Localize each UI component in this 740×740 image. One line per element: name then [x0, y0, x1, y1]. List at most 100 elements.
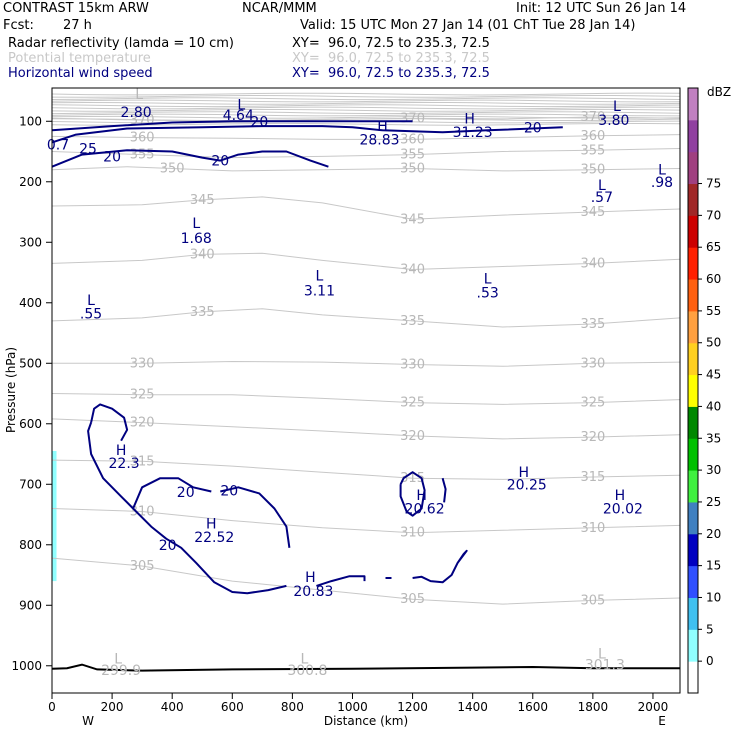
contour-annotation: .57	[591, 190, 613, 206]
colorbar-tick-label: 25	[706, 495, 721, 509]
contour-annotation: L	[598, 647, 606, 663]
y-tick-label: 500	[19, 356, 42, 370]
contour-annotation: 2.80	[121, 105, 152, 121]
isentrope-label: 345	[190, 193, 215, 208]
wind-speed-contour	[90, 403, 129, 442]
colorbar-unit: dBZ	[707, 85, 731, 99]
colorbar-tick-label: 40	[706, 399, 721, 413]
contour-annotation: 22.52	[194, 530, 234, 546]
contour-annotation: 22.3	[109, 456, 140, 472]
stratosphere-isentrope	[51, 99, 681, 103]
isentrope-label: 350	[160, 161, 185, 176]
wind-speed-contour	[51, 149, 329, 168]
y-tick-label: 400	[19, 296, 42, 310]
forecast-label: Fcst:	[3, 18, 34, 33]
colorbar-tick-label: 70	[706, 208, 721, 222]
isentrope-label: 325	[580, 396, 605, 411]
colorbar-swatch	[688, 88, 698, 121]
contour-annotation: .55	[80, 307, 102, 323]
isentrope-label: 330	[130, 356, 155, 371]
colorbar-swatch	[688, 119, 698, 153]
isentrope-label: 360	[400, 132, 425, 147]
y-tick-label: 700	[19, 477, 42, 491]
surface-layer	[51, 663, 680, 672]
contour-annotation: L	[237, 97, 245, 113]
isentrope-305	[51, 557, 681, 605]
y-tick-label: 800	[19, 538, 42, 552]
stratosphere-isentrope	[51, 113, 681, 117]
colorbar: 0 5 10 15 20 25 30 35 40 45 50 55 60 65 70 75	[687, 87, 721, 694]
y-tick-label: 100	[19, 114, 42, 128]
isentrope-330	[52, 360, 681, 367]
field-xy-reflectivity: XY= 96.0, 72.5 to 235.3, 72.5	[292, 36, 490, 51]
isentrope-label: 345	[580, 205, 605, 220]
field-name-wind: Horizontal wind speed	[8, 66, 153, 81]
colorbar-swatch	[688, 438, 698, 471]
isentrope-label: 350	[400, 161, 425, 176]
contour-annotation: 3.11	[304, 284, 335, 300]
field-name-reflectivity: Radar reflectivity (lamda = 10 cm)	[8, 36, 234, 51]
x-tick-label: 800	[281, 700, 304, 714]
wind-speed-contour	[220, 486, 291, 548]
isentrope-label: 350	[580, 163, 605, 178]
isentrope-370	[51, 116, 681, 122]
stratosphere-isentrope	[51, 104, 681, 108]
stratosphere-isentrope	[51, 108, 681, 112]
colorbar-tick-label: 50	[706, 336, 721, 350]
contour-annotation: L	[87, 293, 95, 309]
isentrope-label: 370	[580, 110, 605, 125]
colorbar-swatch	[688, 342, 698, 376]
colorbar-swatch	[688, 533, 698, 567]
wind-speed-contour	[441, 477, 447, 503]
y-tick-label: 900	[19, 598, 42, 612]
contour-annotation: 25	[79, 142, 97, 158]
contour-annotation: 20	[524, 120, 542, 136]
isentrope-label: 325	[400, 396, 425, 411]
contour-annotation: 20.25	[507, 477, 547, 493]
isentrope-label: 355	[400, 148, 425, 163]
contour-annotation: .98	[651, 175, 673, 191]
stratosphere-isentrope	[51, 122, 681, 126]
contour-annotation: L	[114, 652, 122, 668]
contour-annotation: L	[613, 99, 621, 115]
colorbar-swatch	[688, 597, 698, 630]
contour-annotation: 31.23	[453, 125, 493, 141]
wind-speed-contour	[87, 422, 287, 595]
isentrope-label: 315	[400, 471, 425, 486]
contour-annotation: H	[206, 517, 217, 533]
isentrope-label: 305	[580, 593, 605, 608]
x-tick-label: 200	[101, 700, 124, 714]
isentrope-label: 305	[400, 592, 425, 607]
colorbar-tick-label: 75	[706, 177, 721, 191]
colorbar-frame	[687, 87, 699, 694]
x-tick-label: 1200	[397, 700, 428, 714]
center-name: NCAR/MMM	[242, 1, 317, 16]
contour-annotation: L	[192, 216, 200, 232]
contour-annotation: 299.9	[101, 663, 141, 679]
isentrope-label: 370	[400, 111, 425, 126]
field-xy-theta: XY= 96.0, 72.5 to 235.3, 72.5	[292, 51, 490, 66]
contour-annotation: .53	[477, 285, 499, 301]
wind-layer	[51, 120, 563, 595]
isentrope-label: 305	[130, 559, 155, 574]
contour-annotation: 20	[103, 149, 121, 165]
isentrope-350	[51, 166, 681, 172]
colorbar-swatch	[688, 629, 698, 662]
isentrope-label: 335	[580, 317, 605, 332]
stratosphere-isentrope	[51, 94, 681, 98]
isentrope-label: 340	[400, 263, 425, 278]
isentrope-label: 345	[400, 212, 425, 227]
contour-annotation: 300.8	[287, 663, 327, 679]
isentrope-label: 330	[400, 357, 425, 372]
contour-annotation: L	[484, 272, 492, 288]
colorbar-tick-label: 15	[706, 559, 721, 573]
axes-layer: 0 200 400 600 800 1000 1200 1400 1600 1800 2000 100…	[11, 114, 668, 714]
colorbar-tick-label: 5	[706, 622, 714, 636]
x-tick-label: 400	[161, 700, 184, 714]
isentrope-label: 340	[580, 256, 605, 271]
stratosphere-isentrope	[51, 101, 681, 105]
contour-annotation: 28.83	[359, 132, 399, 148]
contour-annotation: 301.3	[585, 658, 625, 674]
